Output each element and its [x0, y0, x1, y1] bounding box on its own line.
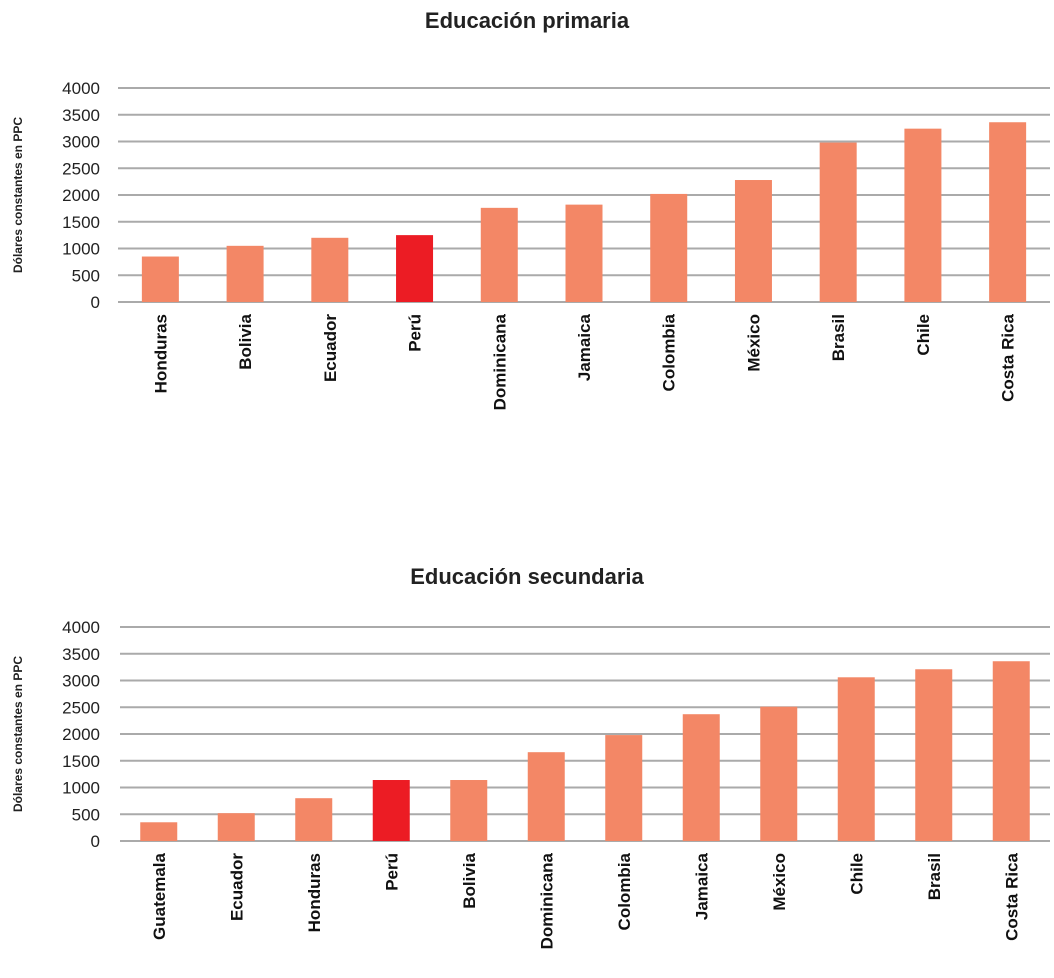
x-tick-label: México	[744, 314, 763, 372]
y-tick-label: 2500	[62, 159, 100, 178]
x-tick-label: Perú	[382, 853, 401, 891]
x-tick-label: Jamaica	[575, 313, 594, 381]
x-tick-label: Brasil	[829, 314, 848, 361]
y-tick-label: 2500	[62, 698, 100, 717]
bar-Chile	[904, 128, 942, 302]
y-tick-label: 1500	[62, 752, 100, 771]
y-tick-label: 1000	[62, 779, 100, 798]
y-tick-label: 0	[91, 832, 100, 851]
bar-Brasil	[915, 669, 953, 841]
y-tick-label: 2000	[62, 725, 100, 744]
y-tick-label: 1500	[62, 213, 100, 232]
secondary-education-plot: 0 500 1000 1500 2000 2500 3000 3500 4000 Dólares …	[11, 618, 1050, 949]
bar-Colombia	[605, 735, 643, 841]
x-tick-label: Jamaica	[692, 852, 711, 920]
x-tick-label: Chile	[914, 314, 933, 356]
y-tick-label: 500	[72, 266, 100, 285]
bar-Perú	[372, 780, 410, 841]
x-tick-label: Chile	[847, 853, 866, 895]
x-tick-label: Colombia	[615, 852, 634, 930]
x-tick-label: Dominicana	[537, 852, 556, 949]
x-tick-label: Costa Rica	[1002, 852, 1021, 940]
bar-Costa Rica	[989, 122, 1027, 303]
bar-Brasil	[819, 142, 857, 302]
bar-Chile	[837, 677, 875, 841]
primary-education-plot: 0 500 1000 1500 2000 2500 3000 3500 4000 Dólares …	[11, 79, 1050, 410]
chart-title: Educación secundaria	[410, 564, 644, 589]
bar-Bolivia	[450, 780, 488, 841]
y-tick-label: 4000	[62, 79, 100, 98]
y-tick-label: 3000	[62, 672, 100, 691]
x-tick-label: Honduras	[305, 853, 324, 932]
x-tick-label: México	[770, 853, 789, 911]
x-tick-label: Perú	[406, 314, 425, 352]
bar-Perú	[396, 235, 434, 302]
bar-Bolivia	[226, 245, 264, 302]
x-tick-label: Bolivia	[460, 852, 479, 908]
y-tick-label: 500	[72, 805, 100, 824]
y-tick-label: 0	[91, 293, 100, 312]
bar-Honduras	[295, 798, 333, 841]
x-tick-label: Brasil	[925, 853, 944, 900]
y-tick-label: 2000	[62, 186, 100, 205]
chart-title: Educación primaria	[424, 8, 630, 33]
primary-education-chart: Educación primaria 0 500 1000 1500 2000 2500 3…	[0, 0, 1054, 480]
x-tick-label: Honduras	[151, 314, 170, 393]
y-axis-label: Dólares constantes en PPC	[11, 656, 25, 812]
x-tick-label: Ecuador	[321, 314, 340, 382]
bar-Dominicana	[527, 752, 565, 841]
y-axis-label: Dólares constantes en PPC	[11, 117, 25, 273]
bar-Guatemala	[140, 822, 178, 841]
bar-Costa Rica	[992, 661, 1030, 841]
bar-Ecuador	[311, 237, 349, 302]
x-tick-label: Costa Rica	[999, 313, 1018, 401]
bar-Jamaica	[565, 204, 603, 302]
bar-Colombia	[650, 193, 688, 302]
y-tick-label: 3500	[62, 645, 100, 664]
bar-Dominicana	[480, 207, 518, 302]
secondary-education-chart: Educación secundaria 0 500 1000 1500 2000 250…	[0, 540, 1054, 978]
y-tick-label: 4000	[62, 618, 100, 637]
bar-México	[760, 706, 798, 841]
bar-México	[734, 180, 772, 302]
bar-Honduras	[141, 256, 179, 302]
x-tick-label: Ecuador	[227, 853, 246, 921]
y-tick-label: 3000	[62, 133, 100, 152]
x-tick-label: Bolivia	[236, 313, 255, 369]
bar-Jamaica	[682, 714, 720, 841]
x-tick-label: Colombia	[660, 313, 679, 391]
bar-Ecuador	[217, 813, 255, 841]
x-tick-label: Dominicana	[490, 313, 509, 410]
x-tick-label: Guatemala	[150, 852, 169, 939]
y-tick-label: 3500	[62, 106, 100, 125]
y-tick-label: 1000	[62, 240, 100, 259]
